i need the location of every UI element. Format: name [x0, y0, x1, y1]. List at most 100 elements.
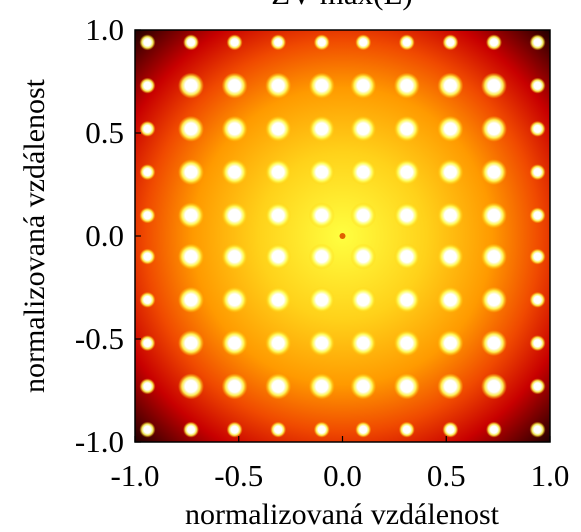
hotspot [529, 421, 546, 438]
hotspot [265, 330, 292, 357]
hotspot [139, 207, 156, 224]
hotspot [226, 34, 243, 51]
x-tick-label: 0.5 [427, 458, 466, 493]
hotspot [265, 115, 292, 142]
hotspot [480, 115, 507, 142]
hotspot [183, 421, 200, 438]
hotspot [398, 34, 415, 51]
x-axis-label: normalizovaná vzdálenost [185, 498, 500, 531]
hotspot [437, 202, 464, 229]
hotspot [393, 373, 420, 400]
hotspot [442, 421, 459, 438]
hotspot [178, 373, 205, 400]
hotspot [437, 243, 464, 270]
hotspot [480, 159, 507, 186]
hotspot [480, 202, 507, 229]
hotspot [308, 159, 335, 186]
hotspot [178, 286, 205, 313]
hotspot [178, 159, 205, 186]
hotspot [393, 72, 420, 99]
hotspot [350, 202, 377, 229]
x-tick-label: 1.0 [531, 458, 570, 493]
x-tick-label: 0.0 [323, 458, 362, 493]
hotspot [221, 243, 248, 270]
hotspot [139, 335, 156, 352]
y-tick-label: -1.0 [75, 424, 124, 459]
hotspot [529, 291, 546, 308]
hotspot [437, 159, 464, 186]
hotspot [270, 34, 287, 51]
hotspot [178, 202, 205, 229]
hotspot [270, 421, 287, 438]
hotspot [350, 286, 377, 313]
hotspot [529, 77, 546, 94]
hotspot [265, 286, 292, 313]
y-axis-label: normalizovaná vzdálenost [18, 78, 51, 393]
hotspot [139, 164, 156, 181]
hotspot [139, 291, 156, 308]
hotspot [393, 243, 420, 270]
hotspot [350, 330, 377, 357]
y-tick-label: 1.0 [85, 12, 124, 47]
hotspot [355, 421, 372, 438]
hotspot [350, 72, 377, 99]
hotspot [529, 378, 546, 395]
hotspot [437, 373, 464, 400]
hotspot [480, 243, 507, 270]
y-tick-label: 0.0 [85, 218, 124, 253]
hotspot [308, 330, 335, 357]
hotspot [442, 34, 459, 51]
hotspot [221, 72, 248, 99]
hotspot [265, 373, 292, 400]
hotspot [308, 115, 335, 142]
hotspot [139, 248, 156, 265]
hotspot [139, 77, 156, 94]
hotspot [529, 207, 546, 224]
hotspot [393, 202, 420, 229]
hotspot-layer [139, 34, 546, 438]
x-tick-label: -0.5 [214, 458, 263, 493]
hotspot [480, 286, 507, 313]
hotspot [480, 330, 507, 357]
hotspot [485, 34, 502, 51]
hotspot [308, 373, 335, 400]
hotspot [437, 115, 464, 142]
hotspot [313, 34, 330, 51]
hotspot [393, 159, 420, 186]
hotspot [265, 72, 292, 99]
hotspot [350, 159, 377, 186]
x-axis-ticks: -1.0 -0.5 0.0 0.5 1.0 [110, 436, 569, 493]
chart-title: ZV max(E) [271, 0, 412, 11]
hotspot [393, 286, 420, 313]
hotspot [529, 335, 546, 352]
hotspot [139, 378, 156, 395]
hotspot [308, 202, 335, 229]
hotspot [393, 330, 420, 357]
hotspot [139, 120, 156, 137]
hotspot [529, 120, 546, 137]
x-tick-label: -1.0 [110, 458, 159, 493]
hotspot [350, 115, 377, 142]
hotspot [437, 286, 464, 313]
hotspot [480, 72, 507, 99]
hotspot [529, 164, 546, 181]
hotspot [308, 286, 335, 313]
hotspot [529, 248, 546, 265]
hotspot [178, 72, 205, 99]
hotspot [265, 159, 292, 186]
hotspot [221, 373, 248, 400]
hotspot [221, 159, 248, 186]
hotspot [221, 115, 248, 142]
hotspot [350, 373, 377, 400]
hotspot [308, 72, 335, 99]
hotspot [529, 34, 546, 51]
hotspot [265, 243, 292, 270]
hotspot [139, 34, 156, 51]
y-axis-ticks: -1.0 -0.5 0.0 0.5 1.0 [75, 12, 141, 459]
hotspot [178, 243, 205, 270]
hotspot [139, 421, 156, 438]
y-tick-label: 0.5 [85, 115, 124, 150]
hotspot [313, 421, 330, 438]
